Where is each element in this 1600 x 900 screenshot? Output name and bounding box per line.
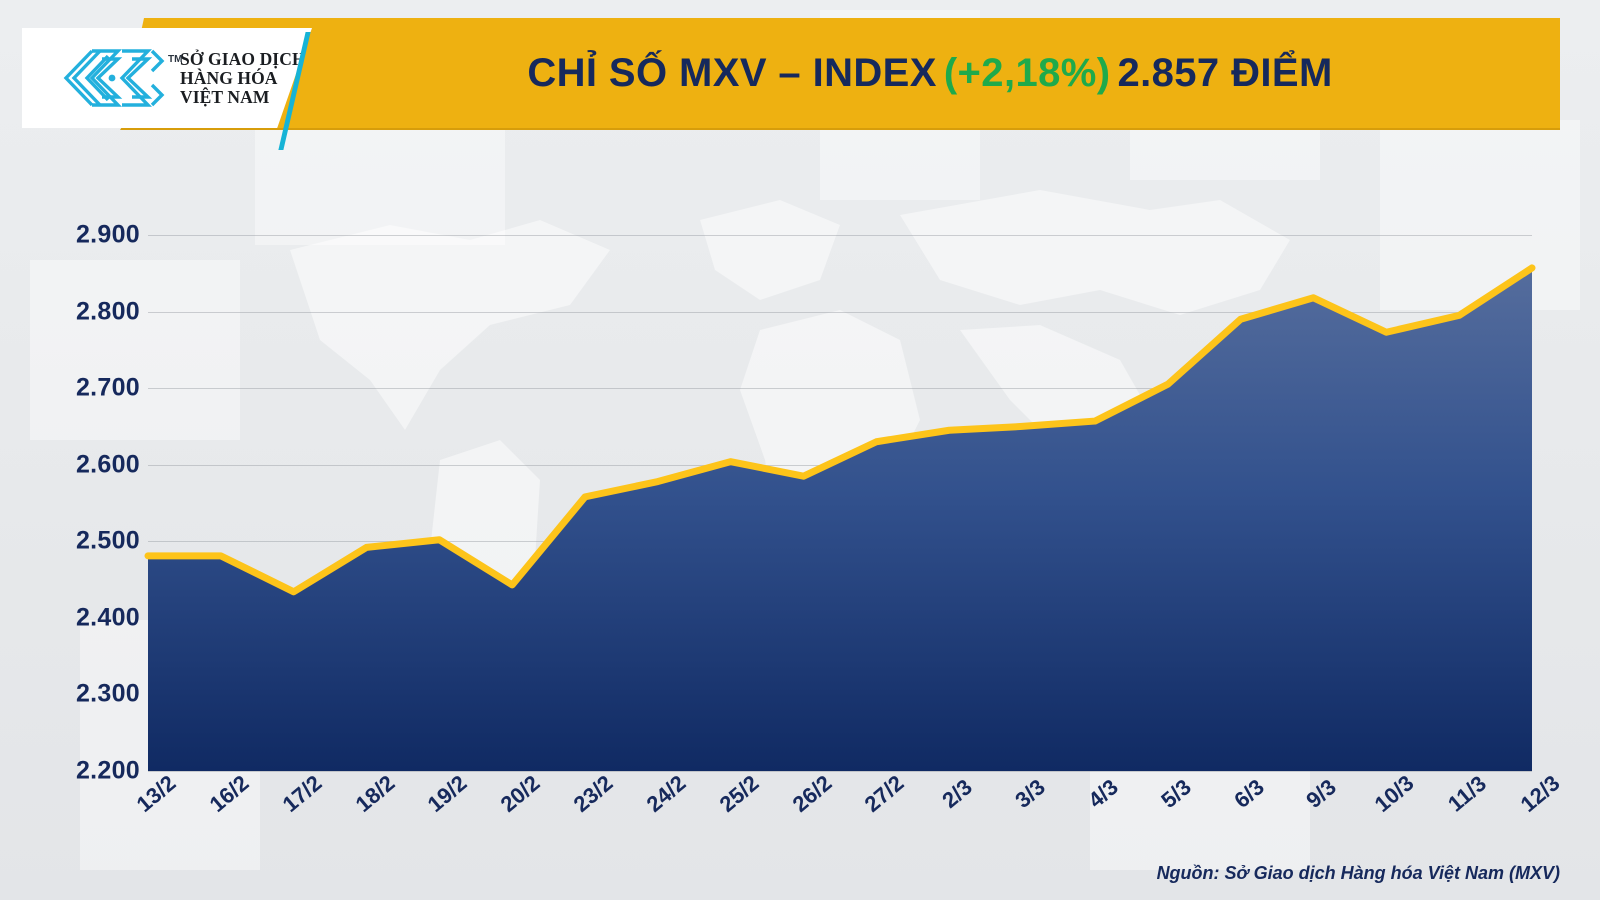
x-axis-tick-label: 26/2	[787, 770, 837, 817]
logo-line-2: HÀNG HÓA	[180, 67, 278, 88]
logo-wordmark: SỞ GIAO DỊCH HÀNG HÓA VIỆT NAM	[180, 48, 306, 107]
area-fill	[148, 267, 1532, 771]
logo-card: TM SỞ GIAO DỊCH HÀNG HÓA VIỆT NAM	[22, 28, 312, 128]
chart-container: 2.900 2.800 2.700 2.600 2.500 2.400 2.300 2.200…	[0, 140, 1600, 900]
x-axis-tick-label: 17/2	[277, 770, 327, 817]
series-line	[144, 264, 1536, 596]
y-axis-tick-label: 2.200	[75, 756, 140, 785]
x-axis-tick-label: 10/3	[1369, 770, 1419, 817]
x-axis-tick-label: 9/3	[1301, 774, 1342, 813]
title-text-points: 2.857 ĐIỂM	[1117, 50, 1333, 95]
y-axis-tick-label: 2.900	[75, 220, 140, 249]
x-axis-tick-label: 16/2	[204, 770, 254, 817]
x-axis-tick-label: 20/2	[495, 770, 545, 817]
x-axis-tick-label: 12/3	[1515, 770, 1565, 817]
x-axis-tick-label: 5/3	[1156, 774, 1196, 813]
y-axis-tick-label: 2.600	[75, 450, 140, 479]
source-note: Nguồn: Sở Giao dịch Hàng hóa Việt Nam (M…	[1156, 863, 1560, 883]
x-axis-tick-label: 11/3	[1443, 770, 1492, 817]
title-change-badge: (+2,18%)	[943, 50, 1111, 95]
y-axis-tick-label: 2.700	[75, 373, 140, 402]
gridline	[148, 771, 1532, 772]
x-axis-tick-label: 3/3	[1010, 774, 1050, 813]
y-axis-tick-label: 2.300	[75, 679, 140, 708]
mxv-chevron-logo-icon	[63, 49, 165, 107]
plot-area	[144, 235, 1536, 772]
x-axis-tick-label: 2/3	[937, 774, 978, 813]
x-axis-tick-label: 4/3	[1083, 774, 1123, 813]
title-banner	[120, 18, 1560, 128]
x-axis-tick-label: 19/2	[422, 770, 472, 817]
y-axis-labels: 2.900 2.800 2.700 2.600 2.500 2.400 2.300 2.200	[40, 221, 140, 785]
logo-line-1: SỞ GIAO DỊCH	[180, 48, 306, 69]
trademark-mark: TM	[168, 54, 183, 65]
gridline	[148, 235, 1532, 236]
logo-line-3: VIỆT NAM	[180, 86, 270, 107]
y-axis-tick-label: 2.500	[75, 526, 140, 555]
y-axis-tick-label: 2.800	[75, 297, 140, 326]
x-axis-tick-label: 27/2	[860, 770, 909, 817]
x-axis-tick-label: 6/3	[1228, 774, 1269, 813]
gridline	[148, 311, 1532, 313]
x-axis-tick-label: 24/2	[641, 770, 691, 817]
x-axis-tick-label: 25/2	[714, 770, 764, 817]
x-axis-tick-label: 18/2	[350, 770, 399, 817]
page-header: TM SỞ GIAO DỊCH HÀNG HÓA VIỆT NAM CHỈ SỐ…	[0, 18, 1560, 150]
y-axis-tick-label: 2.400	[75, 603, 140, 632]
page-title: CHỈ SỐ MXV – INDEX (+2,18%) 2.857 ĐIỂM	[330, 18, 1530, 128]
series-area-chart	[144, 264, 1536, 771]
gridline	[148, 388, 1532, 390]
title-text-main: CHỈ SỐ MXV – INDEX	[527, 50, 937, 95]
x-axis-tick-label: 23/2	[568, 770, 618, 817]
